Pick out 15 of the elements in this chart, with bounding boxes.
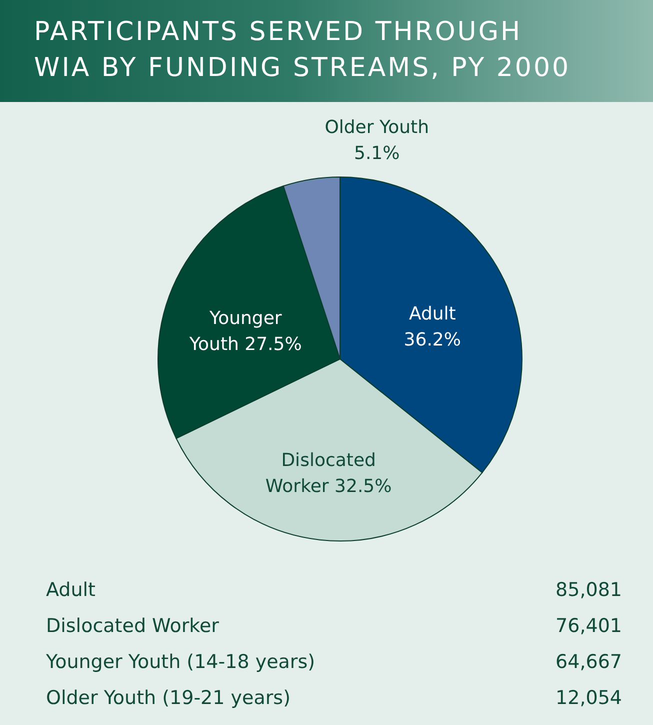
text: Younger Youth (14-18 years)	[46, 650, 316, 675]
slice-label: Dislocated Worker	[46, 614, 219, 639]
chart-title: PARTICIPANTS SERVED THROUGH WIA BY FUNDING STREAMS, PY 2000	[33, 16, 572, 85]
text: 64,667	[556, 650, 622, 675]
text: 12,054	[556, 686, 622, 711]
text: Older Youth (19-21 years)	[46, 686, 290, 711]
data-label: 36.2%	[404, 330, 461, 351]
slice-label: Adult	[408, 304, 456, 325]
category-label: Dislocated Worker 32.5%	[265, 450, 392, 497]
text: 76,401	[556, 614, 622, 639]
slice-label: Younger Youth 27.5%	[188, 308, 302, 355]
text: 85,081	[556, 578, 622, 603]
data-label: 5.1%	[354, 142, 400, 164]
slice-label: Older Youth	[324, 116, 430, 138]
text: Adult	[46, 578, 96, 603]
